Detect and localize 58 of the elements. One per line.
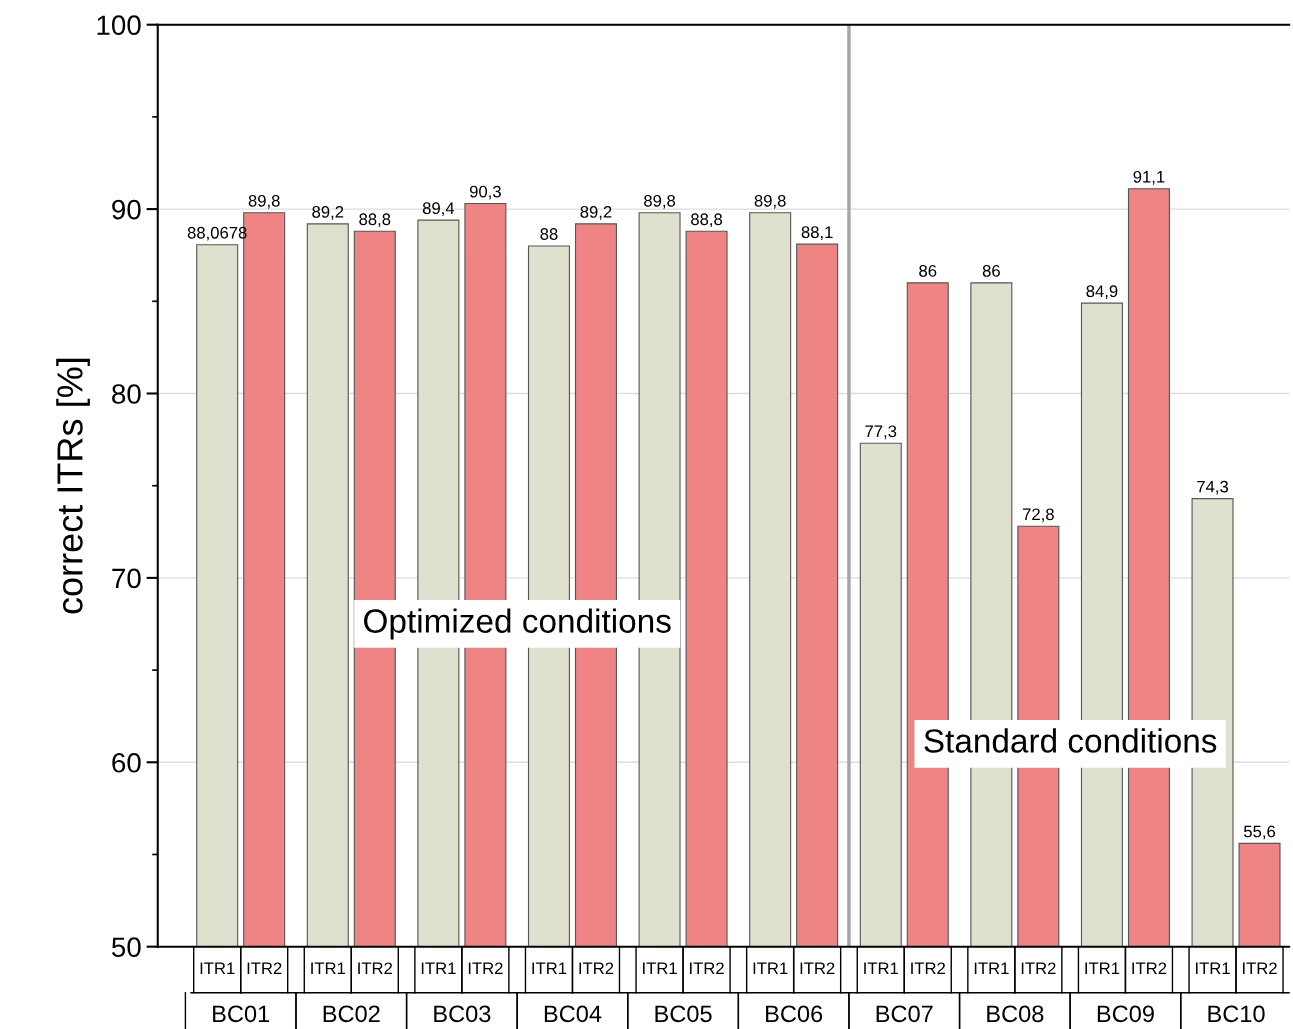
text: ITR2 bbox=[358, 962, 393, 975]
x-tick-label: BC10 bbox=[1208, 1005, 1265, 1023]
text: ITR2 bbox=[247, 962, 282, 975]
x-tick-label: BC01 bbox=[213, 1005, 270, 1023]
data-label: 89,8 bbox=[754, 194, 786, 209]
text: ITR1 bbox=[864, 962, 898, 975]
data-label: 77,3 bbox=[865, 425, 897, 440]
y-tick-label: 60 bbox=[112, 752, 141, 773]
annotation: Standard conditions bbox=[924, 728, 1217, 753]
text: ITR2 bbox=[468, 962, 503, 975]
x-tick-label: BC04 bbox=[544, 1005, 602, 1023]
data-label: 86 bbox=[919, 264, 937, 277]
x-tick-label: BC05 bbox=[655, 1005, 712, 1023]
data-label: 88 bbox=[540, 228, 558, 240]
y-tick-label: 80 bbox=[112, 384, 141, 404]
text: ITR2 bbox=[911, 962, 945, 975]
data-label: 89,8 bbox=[248, 194, 280, 209]
text: ITR1 bbox=[643, 962, 677, 975]
text: ITR1 bbox=[1196, 962, 1230, 975]
text: ITR2 bbox=[1132, 962, 1167, 975]
data-label: 88,8 bbox=[359, 213, 391, 228]
data-label: 91,1 bbox=[1133, 170, 1165, 185]
data-label: 89,2 bbox=[580, 205, 612, 220]
text: ITR1 bbox=[753, 962, 788, 975]
x-tick-label: BC03 bbox=[434, 1005, 491, 1023]
text: ITR2 bbox=[800, 962, 835, 975]
data-label: 88,8 bbox=[691, 213, 723, 228]
series-label: ITR2 bbox=[579, 962, 614, 975]
text: ITR1 bbox=[1085, 962, 1120, 975]
text: ITR2 bbox=[1243, 962, 1277, 975]
data-label: 88,1 bbox=[801, 226, 833, 241]
y-tick-label: 70 bbox=[112, 568, 141, 589]
y-tick-label: 100 bbox=[97, 15, 141, 36]
text: ITR2 bbox=[1021, 962, 1056, 975]
data-label: 74,3 bbox=[1197, 480, 1229, 495]
data-label: 55,6 bbox=[1243, 825, 1276, 840]
data-label: 90,3 bbox=[469, 185, 501, 200]
text: ITR1 bbox=[974, 962, 1009, 975]
text: ITR1 bbox=[311, 962, 346, 975]
annotation: Optimized conditions bbox=[364, 608, 671, 640]
text: ITR2 bbox=[690, 962, 724, 975]
text: ITR1 bbox=[200, 962, 235, 975]
series-label: ITR1 bbox=[532, 962, 567, 975]
y-tick-label: 90 bbox=[112, 199, 141, 220]
y-axis-title: correct ITRs [%] bbox=[56, 358, 90, 614]
data-label: 89,8 bbox=[644, 194, 676, 209]
data-label: 84,9 bbox=[1086, 285, 1118, 300]
x-tick-label: BC02 bbox=[323, 1005, 380, 1023]
text: ITR1 bbox=[421, 962, 456, 975]
data-label: 89,2 bbox=[312, 205, 344, 220]
x-tick-label: BC06 bbox=[766, 1005, 823, 1023]
x-tick-label: BC08 bbox=[987, 1005, 1044, 1023]
data-label: 72,8 bbox=[1022, 508, 1054, 523]
data-label: 89,4 bbox=[422, 202, 455, 217]
x-tick-label: BC07 bbox=[876, 1005, 933, 1023]
data-label: 86 bbox=[982, 264, 1000, 277]
x-tick-label: BC09 bbox=[1097, 1005, 1154, 1023]
y-tick-label: 50 bbox=[111, 937, 141, 958]
